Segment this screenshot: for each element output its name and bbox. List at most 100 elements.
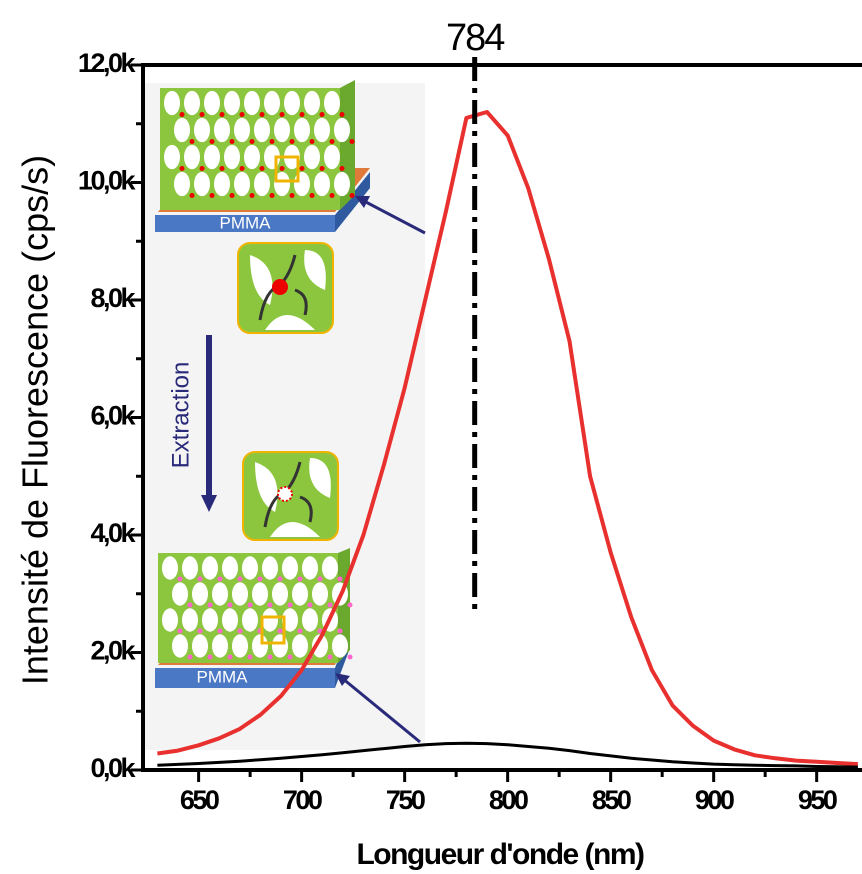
zoom-pores [255,458,331,537]
dot [297,628,303,634]
pore [322,556,338,580]
pore [164,90,180,116]
dot [269,193,275,198]
pore [284,90,300,116]
dot [299,112,305,117]
pore [214,117,230,143]
dot [257,576,263,582]
pore [294,171,310,197]
x-axis-label: Longueur d'onde (nm) [356,838,644,871]
pore [334,117,350,143]
pore [272,634,288,658]
dye-molecule [272,279,288,295]
dot [319,166,325,171]
dot [289,193,295,198]
y-axis-label: Intensité de Fluorescence (cps/s) [15,155,56,685]
pore [184,90,200,116]
dot [279,112,285,117]
dot [187,602,193,608]
peak-label: 784 [446,17,505,59]
dot [239,166,245,171]
dot [177,576,183,582]
dot [339,166,345,171]
dot [207,654,213,660]
pore [234,117,250,143]
dot [269,139,275,144]
pore [224,90,240,116]
pore [192,634,208,658]
y-tick-label: 0,0k [90,753,136,783]
x-tick-label: 750 [386,785,425,815]
dot [227,654,233,660]
dot [307,602,313,608]
pore [174,117,190,143]
pmma-label: PMMA [197,667,249,686]
pore [184,144,200,170]
pore [262,608,278,632]
dot [279,166,285,171]
pore [222,608,238,632]
dot [299,166,305,171]
y-tick-label: 12,0k [78,48,137,78]
dot [179,166,185,171]
pore [244,90,260,116]
dot [339,112,345,117]
pore [232,634,248,658]
dot [237,576,243,582]
dot [327,654,333,660]
pore [324,90,340,116]
extraction-label: Extraction [167,362,194,469]
zoom-box [274,155,300,183]
dot [229,139,235,144]
pore [194,171,210,197]
pore [244,144,260,170]
dot [199,112,205,117]
dot [327,602,333,608]
dot [337,576,343,582]
pore [314,171,330,197]
pore [204,90,220,116]
pmma-label: PMMA [220,213,272,232]
x-tick-label: 700 [283,785,322,815]
x-tick-label: 900 [695,785,734,815]
dot [277,628,283,634]
zoom-box [260,615,286,645]
pore [162,556,178,580]
pore [164,144,180,170]
dot [189,193,195,198]
dot [237,628,243,634]
pore [292,634,308,658]
dot [297,576,303,582]
pore [194,117,210,143]
dot [259,166,265,171]
dot [197,628,203,634]
dot [219,166,225,171]
inset: PMMA Extraction PMMA [145,80,426,750]
dot [247,602,253,608]
pore [334,171,350,197]
dot [189,139,195,144]
pore [304,144,320,170]
pore [172,634,188,658]
pore [162,608,178,632]
dot [347,602,353,608]
pmma-slab [155,215,335,232]
pore [254,171,270,197]
dot [217,576,223,582]
pore [282,608,298,632]
dot [249,193,255,198]
pore [232,582,248,606]
dot [287,654,293,660]
empty-site [277,486,293,502]
dot [217,628,223,634]
x-tick-label: 650 [180,785,219,815]
dot [309,139,315,144]
pore [212,634,228,658]
pointer-arrowhead [335,673,350,686]
x-tick-label: 950 [798,785,837,815]
dot [329,193,335,198]
pore [254,117,270,143]
series-line [157,110,859,767]
dot [179,112,185,117]
dot [277,576,283,582]
